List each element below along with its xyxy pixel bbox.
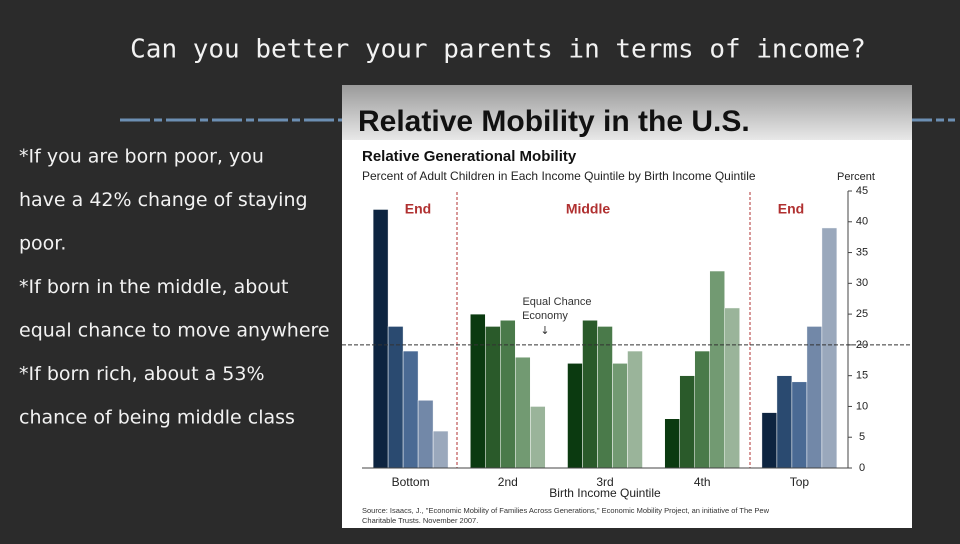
bar xyxy=(582,320,598,469)
bullet-line: have a 42% change of staying xyxy=(19,189,308,211)
bar xyxy=(806,326,823,469)
reference-label: Equal Chance xyxy=(522,296,591,308)
bullet-line: *If you are born poor, you xyxy=(19,146,264,168)
bar xyxy=(597,326,613,469)
bar xyxy=(567,363,583,469)
chart-title: Relative Generational Mobility xyxy=(362,148,577,165)
bar xyxy=(664,418,680,469)
bullet-line: *If born in the middle, about xyxy=(19,276,288,298)
bar xyxy=(821,227,838,469)
bar xyxy=(485,326,501,469)
arrow: ↓ xyxy=(540,324,549,337)
y-tick-label: 40 xyxy=(856,216,868,228)
image-title: Relative Mobility in the U.S. xyxy=(358,105,750,138)
bar xyxy=(387,326,404,469)
bar xyxy=(500,320,516,469)
bar xyxy=(530,406,546,469)
bar xyxy=(470,313,486,469)
x-axis-label: Birth Income Quintile xyxy=(549,486,661,500)
annotation: End xyxy=(405,201,431,217)
annotation: End xyxy=(778,201,804,217)
reference-label: Economy xyxy=(522,310,568,322)
bar xyxy=(791,381,808,469)
x-tick-label: 2nd xyxy=(498,475,518,489)
bar xyxy=(627,350,643,469)
bullet-line: *If born rich, about a 53% xyxy=(19,363,265,385)
annotation: Middle xyxy=(566,201,611,217)
image-header xyxy=(342,85,912,140)
y-tick-label: 0 xyxy=(859,462,865,474)
source: Charitable Trusts. November 2007. xyxy=(362,516,478,525)
y-tick-label: 30 xyxy=(856,277,868,289)
y-axis-label: Percent xyxy=(837,171,875,183)
bar xyxy=(402,350,419,469)
y-tick-label: 25 xyxy=(856,308,868,320)
bar xyxy=(417,400,434,469)
bar xyxy=(372,209,389,469)
bar xyxy=(776,375,793,469)
chart-subtitle: Percent of Adult Children in Each Income… xyxy=(362,169,756,183)
bar xyxy=(679,375,695,469)
y-tick-label: 5 xyxy=(859,431,865,443)
bar xyxy=(709,270,725,469)
y-tick-label: 45 xyxy=(856,185,868,197)
bar xyxy=(694,350,710,469)
x-tick-label: 4th xyxy=(694,475,711,489)
bullets: *If you are born poor, you have a 42% cha… xyxy=(19,146,330,429)
bar xyxy=(432,430,449,469)
x-tick-label: Bottom xyxy=(392,475,430,489)
y-tick-label: 10 xyxy=(856,400,868,412)
x-tick-label: Top xyxy=(790,475,810,489)
bullet-line: equal chance to move anywhere xyxy=(19,320,330,342)
y-tick-label: 15 xyxy=(856,370,868,382)
slide-title: Can you better your parents in terms of … xyxy=(130,35,866,65)
bar xyxy=(612,363,628,469)
bar xyxy=(724,307,740,469)
bullet-line: chance of being middle class xyxy=(19,407,295,429)
source: Source: Isaacs, J., "Economic Mobility o… xyxy=(362,506,770,515)
bar xyxy=(761,412,778,469)
y-tick-label: 35 xyxy=(856,246,868,258)
bullet-line: poor. xyxy=(19,233,66,255)
bar xyxy=(515,356,531,469)
x-tick-label: 3rd xyxy=(596,475,613,489)
